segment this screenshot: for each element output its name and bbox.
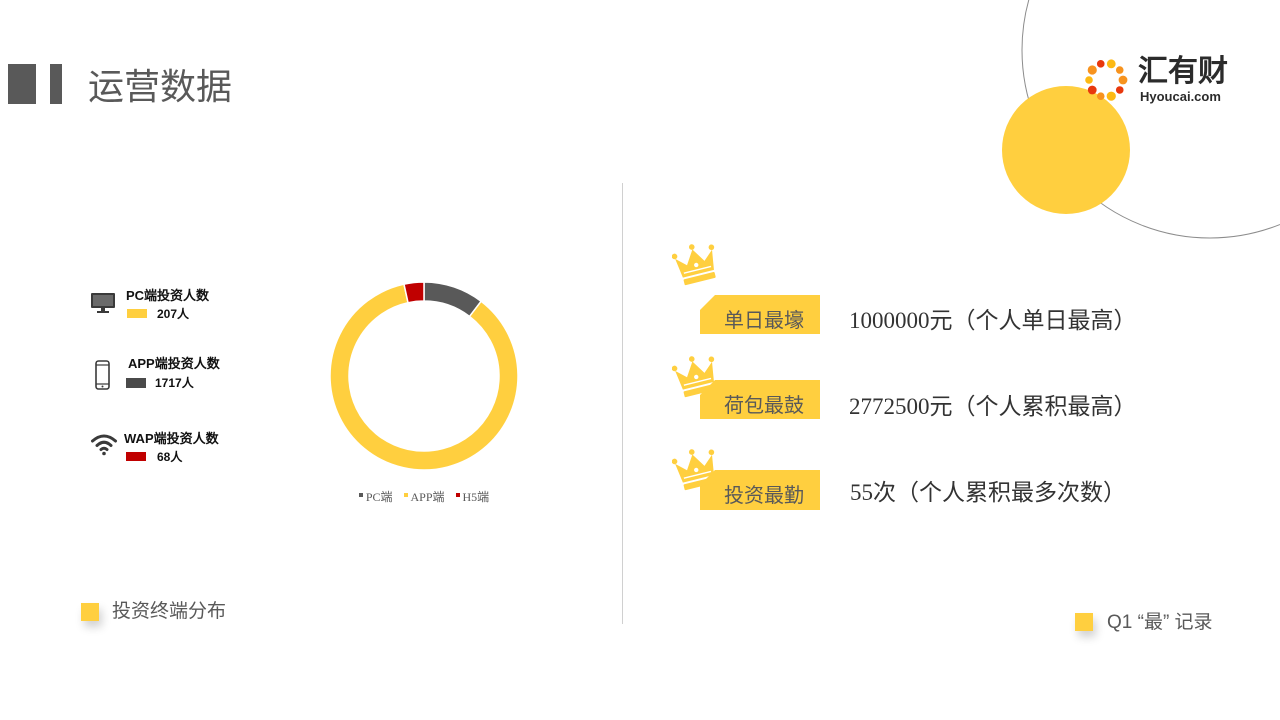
terminal-color-swatch <box>127 309 147 318</box>
page-title: 运营数据 <box>88 66 233 107</box>
crown-icon <box>672 244 716 286</box>
monitor-icon <box>91 293 115 313</box>
section-divider <box>622 183 623 624</box>
terminal-value: 68人 <box>157 450 183 464</box>
donut-slice-app <box>329 283 519 471</box>
terminal-value: 1717人 <box>155 376 194 390</box>
title-accent-bar <box>8 64 36 104</box>
caption-marker <box>1075 613 1093 631</box>
legend-item-app: APP端 <box>403 489 445 505</box>
brand-logo: 汇有财 Hyoucai.com <box>1082 54 1232 106</box>
terminal-section-caption: 投资终端分布 <box>112 601 227 622</box>
legend-label: H5端 <box>462 490 490 504</box>
legend-item-pc: PC端 <box>358 489 393 505</box>
record-tag: 荷包最鼓 <box>700 380 820 419</box>
donut-slice-pc <box>423 281 483 318</box>
record-tag: 投资最勤 <box>700 470 820 510</box>
terminal-color-swatch <box>126 452 146 461</box>
terminal-legend-item-app: APP端投资人数 1717人 <box>88 354 238 394</box>
record-label: 单日最壕 <box>724 310 804 332</box>
record-value: 1000000元（个人单日最高） <box>849 308 1137 333</box>
title-accent-bar-thin <box>50 64 62 104</box>
record-row-daily: 单日最壕 1000000元（个人单日最高） <box>668 236 1148 336</box>
caption-marker <box>81 603 99 621</box>
record-label: 投资最勤 <box>724 485 804 507</box>
legend-marker <box>455 493 460 497</box>
decorative-ring <box>1021 0 1280 239</box>
terminal-legend-item-wap: WAP端投资人数 68人 <box>88 429 238 469</box>
legend-marker <box>403 493 408 497</box>
terminal-value: 207人 <box>157 307 190 321</box>
legend-label: PC端 <box>365 490 393 504</box>
logo-domain: Hyoucai.com <box>1140 89 1221 104</box>
record-value: 55次（个人累积最多次数） <box>850 480 1126 505</box>
record-label: 荷包最鼓 <box>724 395 804 417</box>
legend-marker <box>358 493 363 497</box>
terminal-donut-chart <box>329 281 519 471</box>
legend-item-h5: H5端 <box>455 489 490 505</box>
legend-label: APP端 <box>410 490 445 504</box>
phone-icon <box>95 360 110 390</box>
terminal-color-swatch <box>126 378 146 388</box>
record-row-frequency: 投资最勤 55次（个人累积最多次数） <box>668 441 1148 541</box>
logo-name: 汇有财 <box>1138 55 1228 88</box>
sun-dots-logo-icon <box>1085 59 1128 101</box>
donut-slice-h5 <box>403 281 425 304</box>
record-row-total: 荷包最鼓 2772500元（个人累积最高） <box>668 348 1148 448</box>
terminal-label: WAP端投资人数 <box>124 431 219 446</box>
record-value: 2772500元（个人累积最高） <box>849 394 1137 419</box>
crown-icon <box>672 356 716 398</box>
crown-icon <box>672 449 716 491</box>
record-tag: 单日最壕 <box>700 295 820 334</box>
terminal-legend-item-pc: PC端投资人数 207人 <box>88 286 238 326</box>
wifi-icon <box>91 434 117 456</box>
terminal-label: APP端投资人数 <box>128 356 220 371</box>
terminal-label: PC端投资人数 <box>126 288 210 303</box>
chart-legend: PC端 APP端 H5端 <box>324 489 524 505</box>
records-section-caption: Q1 “最” 记录 <box>1107 612 1213 633</box>
decorative-yellow-disc <box>1002 86 1130 214</box>
